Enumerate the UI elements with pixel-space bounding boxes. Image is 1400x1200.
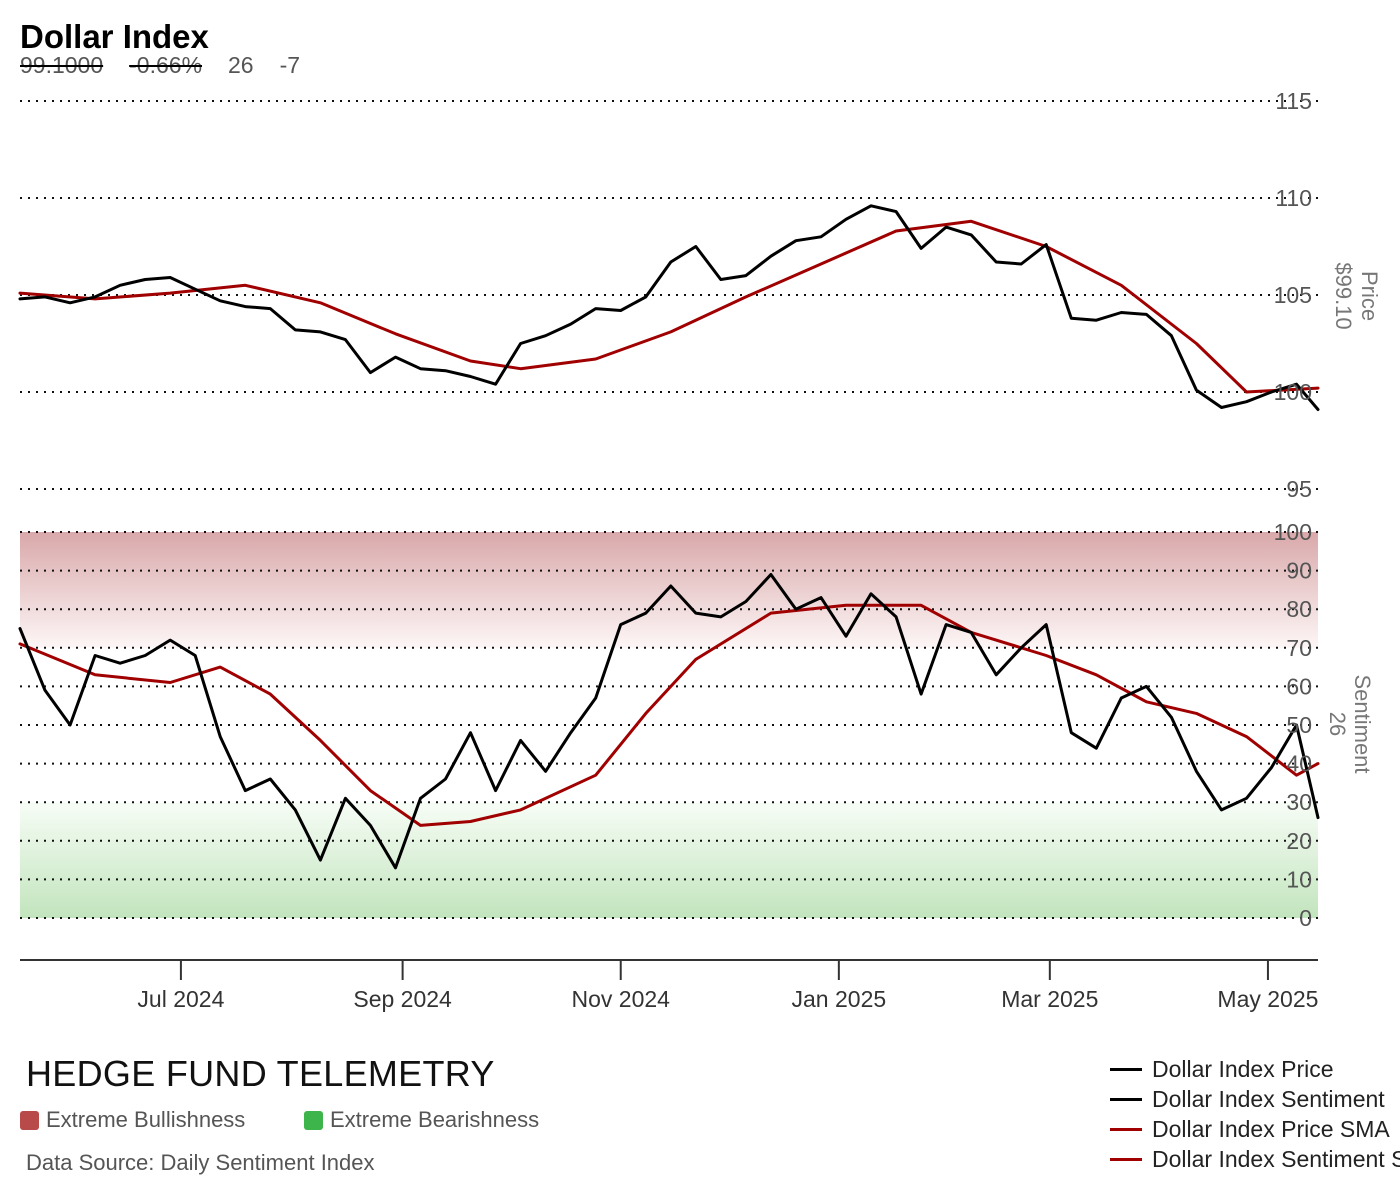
bear-swatch [304,1110,323,1130]
sentiment-sma-line [18,603,1320,827]
price-tick-label: 105 [1274,282,1312,308]
legend-label: Dollar Index Price [1152,1055,1334,1082]
x-tick-label: Mar 2025 [1001,986,1098,1012]
legend-item-price-sma[interactable]: Dollar Index Price SMA [1110,1114,1400,1144]
price-tick-label: 95 [1286,476,1312,502]
sentiment-axis-value: 26 [1325,712,1350,736]
x-axis: Jul 2024 Sep 2024 Nov 2024 Jan 2025 Mar 2025… [20,959,1318,1012]
price-axis-value: $99.10 [1331,262,1356,329]
change-percent: -0.66% [129,52,203,78]
legend-line-price-sma [1110,1127,1142,1131]
legend-label: Dollar Index Price SMA [1152,1115,1390,1142]
price-sma-line [18,219,1320,394]
sentiment-tick-label: 50 [1286,712,1312,738]
legend-item-sentiment[interactable]: Dollar Index Sentiment [1110,1084,1400,1114]
gridlines [20,100,1318,919]
x-tick-label: Nov 2024 [571,986,670,1012]
price-value: 99.1000 [20,52,104,78]
x-tick-label: May 2025 [1217,986,1318,1012]
sentiment-axis-title: Sentiment [1350,674,1375,773]
sentiment-line [18,573,1320,870]
sentiment-tick-label: 20 [1286,828,1312,854]
sentiment-tick-label: 100 [1274,519,1312,545]
legend-item-sentiment-sma[interactable]: Dollar Index Sentiment SMA [1110,1144,1400,1174]
legend-line-sentiment [1110,1097,1142,1101]
sentiment-tick-label: 30 [1286,789,1312,815]
sentiment-tick-label: 10 [1286,866,1312,892]
price-axis-title: Price [1357,271,1382,321]
chart-canvas: 95 100 105 110 115 0 10 20 30 40 50 60 70 80 90 100 Jul… [18,88,1382,1012]
x-tick-label: Jul 2024 [137,986,224,1012]
legend-label: Dollar Index Sentiment [1152,1085,1385,1112]
zone-key-bear: Extreme Bearishness [304,1107,539,1133]
sentiment-axis-label: Sentiment [1350,674,1375,773]
price-tick-label: 110 [1275,185,1312,211]
bull-swatch [20,1110,39,1130]
sentiment-tick-label: 90 [1286,558,1312,584]
series-lines [18,204,1320,870]
sentiment-change: -7 [279,52,301,78]
zone-key-bull: Extreme Bullishness [20,1107,245,1133]
sentiment-tick-label: 40 [1286,751,1312,777]
price-tick-label: 100 [1274,379,1312,405]
extreme-bearishness-zone [20,802,1318,918]
legend-line-price [1110,1067,1142,1071]
price-line [18,204,1320,411]
sentiment-value: 26 [228,52,254,78]
stats-line: 99.1000 -0.66% 26 -7 [20,52,326,79]
sentiment-tick-label: 0 [1299,905,1312,931]
bear-zone-label: Extreme Bearishness [330,1107,540,1132]
sentiment-tick-label: 80 [1286,596,1312,622]
bull-zone-label: Extreme Bullishness [46,1107,246,1132]
legend-item-price[interactable]: Dollar Index Price [1110,1054,1400,1084]
axis-ticks: 95 100 105 110 115 0 10 20 30 40 50 60 70 80 90 100 [1274,88,1312,931]
chart-title: Dollar Index [20,18,209,55]
brand-name: HEDGE FUND TELEMETRY [26,1053,495,1094]
x-tick-label: Jan 2025 [792,986,887,1012]
price-axis-label: Price [1357,271,1382,321]
sentiment-zones [20,532,1318,918]
legend-label: Dollar Index Sentiment SMA [1152,1145,1400,1172]
sentiment-axis-subtitle: 26 [1325,712,1350,736]
legend-line-sentiment-sma [1110,1157,1142,1161]
price-tick-label: 115 [1275,88,1312,114]
legend: Dollar Index Price Dollar Index Sentimen… [1110,1054,1400,1174]
price-axis-subtitle: $99.10 [1331,262,1356,329]
data-source: Data Source: Daily Sentiment Index [26,1150,375,1175]
sentiment-tick-label: 60 [1286,673,1312,699]
sentiment-tick-label: 70 [1286,635,1312,661]
x-tick-label: Sep 2024 [353,986,452,1012]
